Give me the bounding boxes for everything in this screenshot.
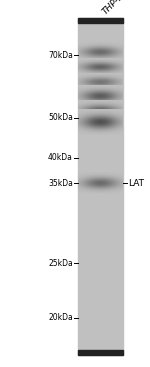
Text: THP-1: THP-1 [100,0,125,16]
Text: 35kDa: 35kDa [48,178,73,188]
Bar [78,18,123,355]
Text: 70kDa: 70kDa [48,51,73,59]
Text: LAT: LAT [128,178,144,188]
Text: 40kDa: 40kDa [48,153,73,163]
Text: 20kDa: 20kDa [48,313,73,323]
Text: 50kDa: 50kDa [48,113,73,123]
Text: 25kDa: 25kDa [48,258,73,268]
Bar [78,18,123,23]
Bar [78,350,123,355]
